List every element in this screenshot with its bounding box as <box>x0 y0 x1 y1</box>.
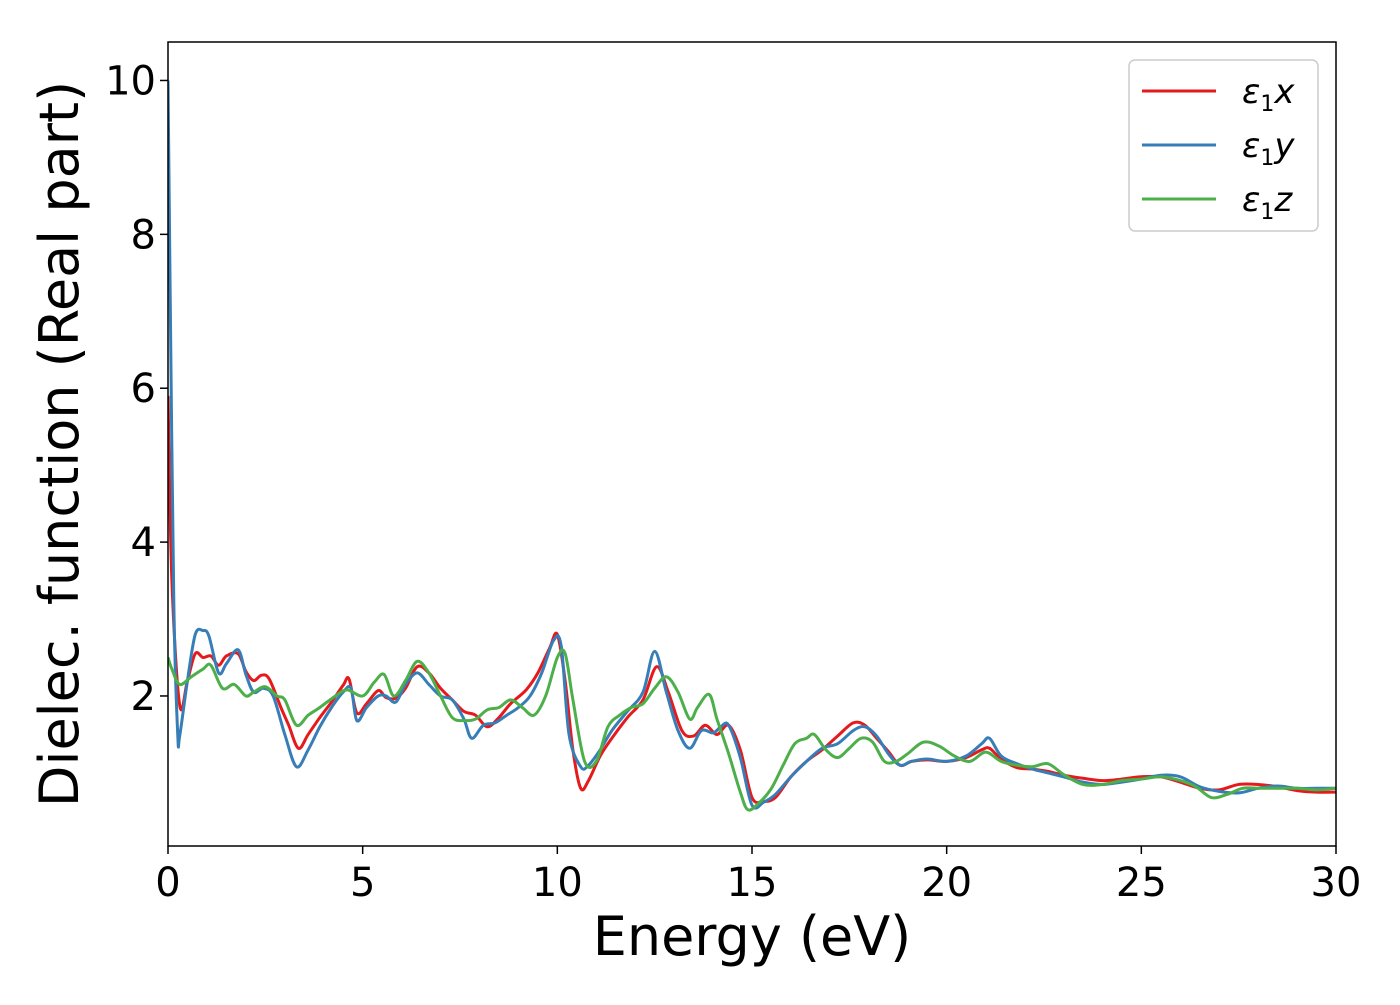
legend-label-z: ε1z <box>1242 180 1293 225</box>
legend-subscript: 1 <box>1260 92 1274 117</box>
series-line-z <box>168 648 1336 812</box>
x-axis-label: Energy (eV) <box>593 905 912 968</box>
y-tick-label: 2 <box>131 674 156 720</box>
x-tick-label: 15 <box>727 860 778 906</box>
legend-epsilon: ε <box>1242 180 1260 220</box>
y-axis-label: Dielec. function (Real part) <box>28 81 91 807</box>
legend-subscript: 1 <box>1260 146 1274 171</box>
x-tick-label: 10 <box>532 860 583 906</box>
tick-layer: 0 5 10 15 20 25 30 2 4 6 8 10 <box>105 58 1361 906</box>
y-tick-label: 4 <box>131 520 156 566</box>
series-layer <box>168 80 1336 812</box>
x-tick-label: 0 <box>155 860 180 906</box>
legend-label-y: ε1y <box>1242 126 1295 171</box>
y-tick-label: 10 <box>105 58 156 104</box>
legend-variable: x <box>1273 72 1295 112</box>
y-tick-label: 8 <box>131 212 156 258</box>
legend-label-x: ε1x <box>1242 72 1295 117</box>
x-tick-label: 20 <box>921 860 972 906</box>
legend-subscript: 1 <box>1260 200 1274 225</box>
y-tick-label: 6 <box>131 366 156 412</box>
series-line-x <box>168 395 1336 805</box>
x-tick-label: 30 <box>1311 860 1362 906</box>
x-tick-label: 25 <box>1116 860 1167 906</box>
legend-epsilon: ε <box>1242 126 1260 166</box>
legend-box <box>1128 59 1319 232</box>
legend-variable: y <box>1273 126 1295 166</box>
legend-epsilon: ε <box>1242 72 1260 112</box>
x-tick-label: 5 <box>350 860 375 906</box>
legend-variable: z <box>1273 180 1293 220</box>
